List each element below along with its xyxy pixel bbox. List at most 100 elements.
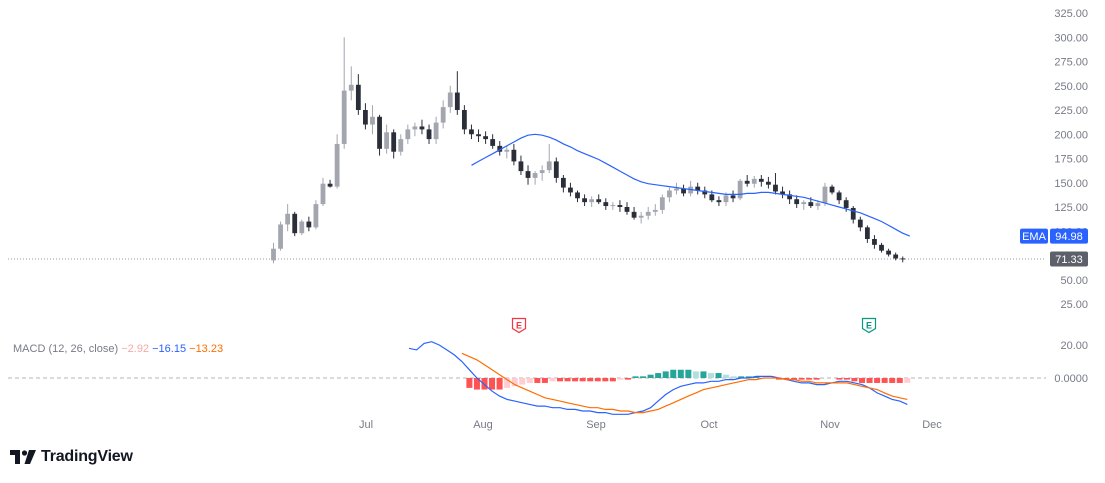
time-tick-label: Nov <box>820 419 840 431</box>
candle-body <box>433 122 439 140</box>
candle <box>688 180 694 197</box>
ema-badge-name-box <box>1020 228 1048 244</box>
candle-body <box>730 195 736 199</box>
macd-histogram-bar <box>519 378 526 385</box>
chart-canvas[interactable]: 325.00 300.00 275.00 250.00 225.00 200.00 175.… <box>0 0 1105 440</box>
candle <box>766 176 771 189</box>
macd-histogram-bar <box>881 378 888 383</box>
candle-body <box>808 202 814 207</box>
macd-histogram-bar <box>572 378 579 382</box>
macd-histogram-bar <box>692 371 699 378</box>
candle-body <box>829 186 835 193</box>
candle-body <box>886 250 891 255</box>
candle-body <box>617 205 623 207</box>
candle-body <box>483 136 488 140</box>
macd-histogram-bar <box>859 378 865 383</box>
candle <box>518 155 524 175</box>
macd-histogram-bar <box>662 371 669 378</box>
price-tick-label: 275.00 <box>1054 57 1088 69</box>
macd-histogram-bar <box>791 378 798 380</box>
candle <box>893 252 899 261</box>
candle <box>652 204 658 216</box>
candle-body <box>504 149 510 152</box>
candle <box>504 145 510 159</box>
macd-histogram-bar <box>806 378 813 380</box>
candle <box>348 66 354 101</box>
candle <box>341 37 347 149</box>
candle <box>320 177 326 207</box>
candle <box>370 105 375 135</box>
macd-histogram-bar <box>466 378 473 388</box>
earnings-event-marker: E <box>511 317 527 334</box>
candle <box>716 196 722 207</box>
tradingview-logo[interactable]: TradingView <box>10 448 133 466</box>
candle-body <box>490 139 496 146</box>
macd-histogram-bar <box>723 374 730 378</box>
price-tick-label: 125.00 <box>1054 202 1088 214</box>
candle-body <box>313 204 319 228</box>
candle <box>525 165 531 185</box>
candle <box>405 124 411 144</box>
price-tick-label: 300.00 <box>1054 32 1088 44</box>
candle <box>327 179 333 188</box>
candle <box>900 256 906 263</box>
candle-body <box>850 207 856 220</box>
candle-body <box>893 254 899 259</box>
candle-body <box>412 126 418 130</box>
candle-body <box>447 92 453 108</box>
macd-histogram-bar <box>549 378 556 382</box>
candle-body <box>398 139 404 152</box>
brand-name: TradingView <box>41 448 133 465</box>
candle-body <box>900 258 906 260</box>
macd-histogram-bar <box>587 378 594 382</box>
event-marker-shape <box>511 317 527 334</box>
candle <box>801 200 807 210</box>
macd-histogram-bar <box>624 378 631 380</box>
macd-histogram-bar <box>655 373 662 378</box>
candle <box>461 105 467 135</box>
candle <box>447 85 453 113</box>
candle <box>363 103 368 130</box>
tradingview-icon <box>10 450 36 464</box>
candle <box>568 182 573 197</box>
candle <box>645 207 651 220</box>
time-tick-label: Aug <box>473 419 493 431</box>
candle-body <box>454 92 460 110</box>
macd-histogram-bar <box>836 378 843 380</box>
candle <box>299 219 305 236</box>
candle <box>596 194 602 205</box>
macd-histogram-bar <box>541 378 548 383</box>
macd-legend: MACD (12, 26, close) −2.92 −16.15 −13.23 <box>13 343 223 355</box>
candle-body <box>334 143 340 187</box>
candle-body <box>780 191 785 195</box>
candle-body <box>320 183 326 205</box>
candle-body <box>843 200 849 208</box>
candle-body <box>539 170 545 174</box>
candle-body <box>787 194 793 200</box>
candle-body <box>857 219 863 228</box>
candle <box>681 184 686 197</box>
macd-histogram-bar <box>617 378 624 380</box>
candle-body <box>582 198 587 203</box>
event-marker-label: E <box>866 321 872 331</box>
candle-body <box>659 197 665 210</box>
macd-histogram-bar <box>889 378 896 383</box>
macd-tick-label: 0.0000 <box>1054 373 1088 385</box>
candle <box>511 143 517 166</box>
macd-histogram-bar <box>632 376 639 378</box>
candle-body <box>292 213 298 234</box>
macd-histogram-bar <box>647 374 654 378</box>
candle <box>879 242 884 253</box>
price-tick-label: 50.00 <box>1060 275 1088 287</box>
candle <box>377 114 382 156</box>
candle-body <box>469 129 474 135</box>
candle <box>617 200 623 212</box>
candle <box>787 190 793 205</box>
macd-histogram-bar <box>843 378 850 380</box>
macd-histogram-bar <box>708 373 714 378</box>
candle <box>603 198 609 210</box>
macd-histogram-bar <box>904 378 911 383</box>
macd-histogram-bar <box>775 378 782 380</box>
candle-body <box>773 184 778 192</box>
